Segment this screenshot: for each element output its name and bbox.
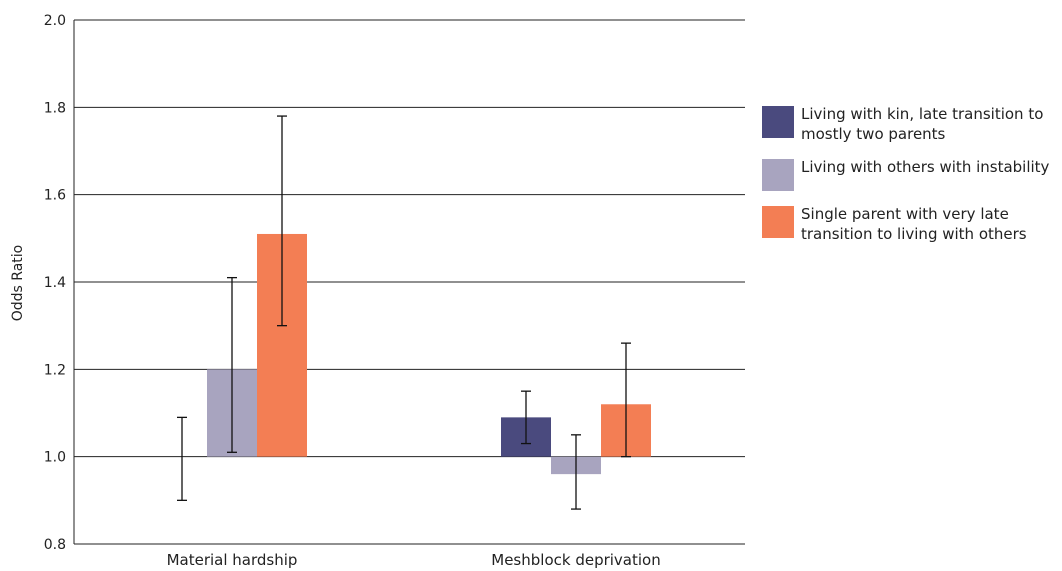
y-tick-labels: 0.8 1.0 1.2 1.4 1.6 1.8 2.0	[44, 13, 66, 553]
legend-item-kin: Living with kin, late transition to most…	[762, 104, 1062, 144]
legend-item-single-parent: Single parent with very late transition …	[762, 204, 1062, 244]
legend-swatch-single-parent	[762, 206, 794, 238]
legend-swatch-kin	[762, 106, 794, 138]
category-labels: Material hardship Meshblock deprivation	[167, 551, 661, 569]
category-label: Meshblock deprivation	[491, 551, 660, 569]
y-tick-label: 1.6	[44, 188, 66, 204]
legend-label-others: Living with others with instability	[801, 158, 1050, 176]
error-bars	[177, 115, 631, 510]
legend-label-kin: Living with kin, late transition to most…	[801, 105, 1044, 143]
legend-label-single-parent: Single parent with very late transition …	[801, 205, 1027, 243]
category-label: Material hardship	[167, 551, 298, 569]
legend: Living with kin, late transition to most…	[762, 104, 1062, 257]
y-tick-label: 0.8	[44, 537, 66, 553]
y-tick-label: 1.4	[44, 275, 66, 291]
y-tick-label: 1.0	[44, 450, 66, 466]
gridlines	[73, 19, 745, 545]
y-tick-label: 1.2	[44, 362, 66, 378]
y-axis-title: Odds Ratio	[10, 245, 26, 321]
legend-item-others: Living with others with instability	[762, 157, 1062, 191]
y-tick-label: 1.8	[44, 100, 66, 116]
legend-swatch-others	[762, 159, 794, 191]
y-tick-label: 2.0	[44, 13, 66, 29]
bars	[207, 233, 651, 475]
